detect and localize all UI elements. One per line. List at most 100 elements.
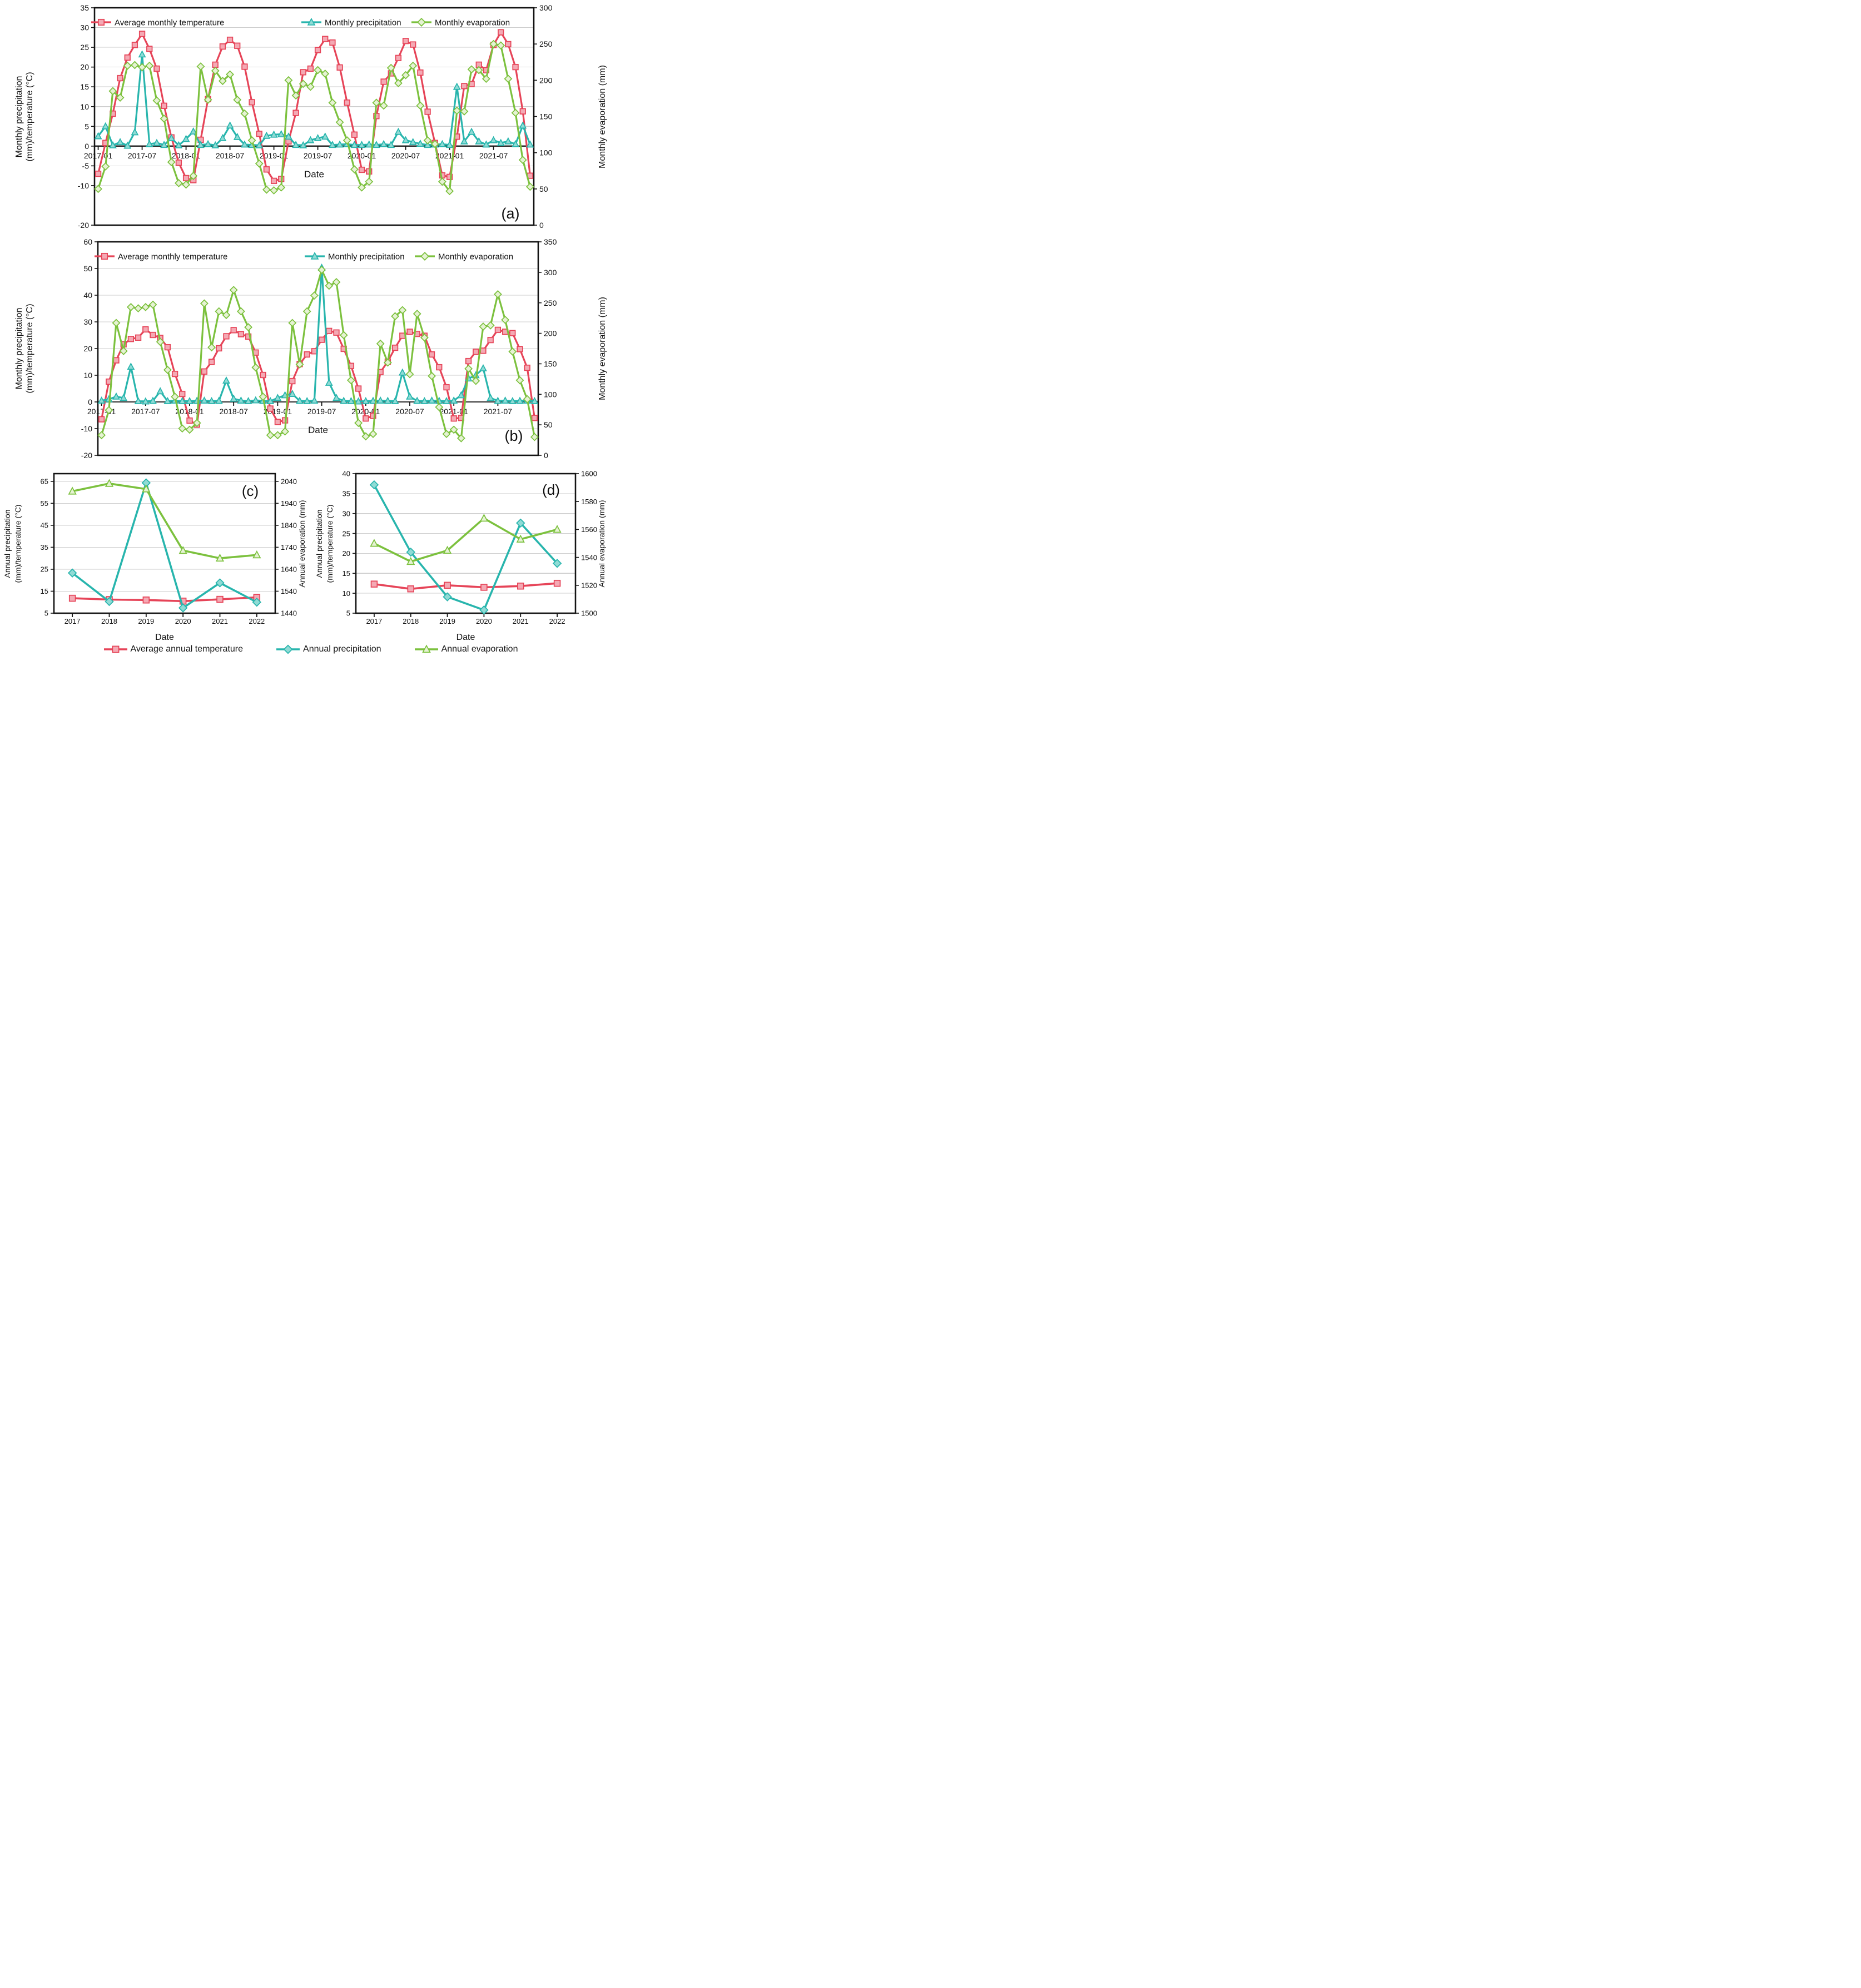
diamond-marker xyxy=(112,319,121,327)
series-line-average-annual-temperature xyxy=(374,582,558,590)
square-marker xyxy=(208,359,215,365)
square-marker xyxy=(402,38,409,44)
diamond-marker xyxy=(552,559,562,568)
triangle-marker-icon xyxy=(421,644,431,653)
series-average-annual-temperature xyxy=(68,594,261,605)
diamond-marker xyxy=(343,136,351,145)
legend-label: Average annual temperature xyxy=(130,644,244,654)
square-marker xyxy=(216,345,222,352)
y-tick-label-left: 35 xyxy=(343,490,350,498)
y-tick-label-left: 20 xyxy=(83,344,92,353)
square-marker xyxy=(391,344,399,351)
square-marker-icon xyxy=(97,18,105,26)
y-tick-label-left: 15 xyxy=(41,587,48,595)
triangle-marker xyxy=(398,368,406,376)
triangle-marker xyxy=(288,390,296,397)
triangle-marker xyxy=(424,141,432,148)
diamond-marker xyxy=(501,315,510,324)
diamond-marker xyxy=(163,365,172,374)
y-tick-label-right: 250 xyxy=(544,299,557,307)
triangle-marker xyxy=(445,141,454,148)
triangle-marker xyxy=(354,397,363,405)
triangle-marker xyxy=(237,396,245,404)
y-axis-title-left: Annual precipitation xyxy=(315,510,324,578)
diamond-marker-icon xyxy=(275,644,301,654)
diamond-marker-icon xyxy=(420,252,429,261)
series-line-average-annual-temperature xyxy=(72,596,257,603)
diamond-marker xyxy=(215,578,225,588)
x-tick-label: 2022 xyxy=(249,617,265,625)
legend-label: Monthly evaporation xyxy=(438,252,513,261)
x-tick-label: 2019-07 xyxy=(307,407,336,416)
diamond-marker xyxy=(443,592,452,602)
square-marker xyxy=(304,351,310,358)
y-tick-label-right: 1540 xyxy=(581,553,597,561)
series-monthly-precipitation xyxy=(94,50,534,149)
series-monthly-evaporation xyxy=(97,266,539,443)
triangle-marker xyxy=(145,140,153,147)
diamond-marker xyxy=(365,177,374,186)
square-marker xyxy=(135,334,142,341)
diamond-marker xyxy=(299,79,307,88)
legend-label: Monthly evaporation xyxy=(435,18,510,27)
y-tick-label-left: 20 xyxy=(343,549,350,558)
triangle-marker xyxy=(443,396,450,404)
diamond-marker xyxy=(116,93,125,102)
triangle-marker xyxy=(321,132,329,140)
triangle-marker xyxy=(134,396,142,404)
triangle-marker xyxy=(196,141,205,148)
square-marker xyxy=(519,108,526,115)
y-axis-title-right: Monthly evaporation (mm) xyxy=(598,297,607,400)
triangle-marker xyxy=(365,140,373,148)
diamond-marker xyxy=(409,61,418,70)
triangle-marker xyxy=(178,396,186,404)
diamond-marker xyxy=(185,425,194,434)
square-marker xyxy=(524,364,530,371)
triangle-marker xyxy=(340,396,348,404)
diamond-marker xyxy=(525,182,534,191)
diamond-marker xyxy=(467,65,476,74)
square-marker xyxy=(358,166,365,173)
square-marker xyxy=(161,102,167,109)
diamond-marker xyxy=(335,118,344,127)
y-tick-label-right: 0 xyxy=(539,221,544,230)
y-tick-label-right: 100 xyxy=(544,390,557,399)
square-marker xyxy=(270,177,277,185)
triangle-marker xyxy=(487,394,495,401)
diamond-marker xyxy=(291,91,300,100)
y-tick-label-left: 20 xyxy=(80,63,89,72)
y-tick-label-right: 1600 xyxy=(581,470,597,478)
square-marker xyxy=(428,351,435,358)
legend-item-average-annual-temperature: Average annual temperature xyxy=(103,644,244,654)
y-tick-label-left: 40 xyxy=(343,470,350,478)
square-marker xyxy=(241,63,248,70)
diamond-marker xyxy=(314,66,322,74)
series-line-annual-precipitation xyxy=(72,481,257,609)
y-tick-label-right: 250 xyxy=(539,39,553,48)
diamond-marker xyxy=(229,286,238,295)
square-marker xyxy=(407,585,415,593)
y-axis-title-left: (mm)/temperature (°C) xyxy=(25,72,34,161)
triangle-marker xyxy=(453,82,461,90)
diamond-marker xyxy=(497,41,505,50)
y-tick-label-right: 200 xyxy=(539,76,553,85)
square-marker xyxy=(230,327,237,334)
diamond-marker xyxy=(413,310,421,318)
y-tick-label-left: 25 xyxy=(80,43,89,52)
triangle-marker xyxy=(460,137,468,145)
triangle-marker xyxy=(178,546,187,554)
diamond-marker xyxy=(474,66,483,74)
triangle-marker xyxy=(475,137,483,145)
triangle-marker xyxy=(406,392,414,400)
triangle-marker xyxy=(138,50,146,58)
square-marker xyxy=(505,41,512,48)
diamond-marker xyxy=(244,323,253,332)
square-marker xyxy=(461,83,468,90)
triangle-marker xyxy=(189,127,197,135)
y-tick-label-left: 30 xyxy=(83,317,92,326)
diamond-marker xyxy=(156,337,165,346)
triangle-marker xyxy=(553,525,562,533)
square-marker xyxy=(333,329,340,336)
x-tick-label: 2018 xyxy=(101,617,117,625)
diamond-marker xyxy=(211,66,220,75)
